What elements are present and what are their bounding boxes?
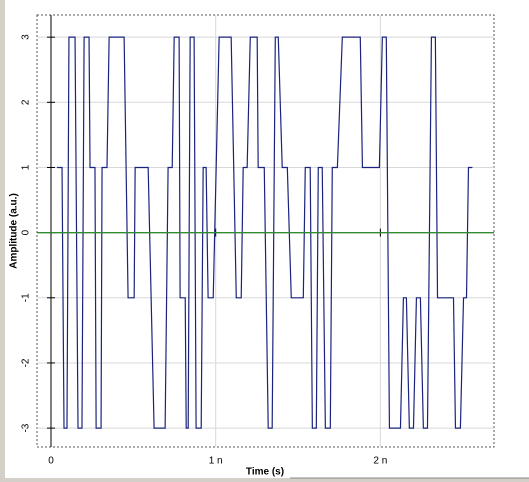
x-tick-label: 2 n: [373, 456, 387, 467]
series-line: [56, 36, 473, 429]
y-tick-label: -2: [21, 358, 32, 367]
y-axis-label: Amplitude (a.u.): [9, 193, 20, 269]
y-tick-label: 0: [21, 229, 32, 235]
y-tick-label: 1: [21, 164, 32, 170]
y-tick-label: -1: [21, 293, 32, 302]
y-tick-label: 2: [21, 99, 32, 105]
x-tick-label: 1 n: [209, 456, 223, 467]
y-tick-label: 3: [21, 34, 32, 40]
x-axis-label: Time (s): [246, 467, 284, 478]
x-tick-label: 0: [48, 456, 54, 467]
y-tick-label: -3: [21, 423, 32, 432]
